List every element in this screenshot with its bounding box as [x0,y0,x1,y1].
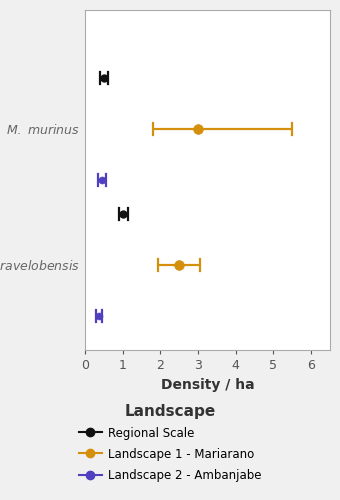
Legend: Regional Scale, Landscape 1 - Mariarano, Landscape 2 - Ambanjabe: Regional Scale, Landscape 1 - Mariarano,… [79,404,262,482]
X-axis label: Density / ha: Density / ha [160,378,254,392]
